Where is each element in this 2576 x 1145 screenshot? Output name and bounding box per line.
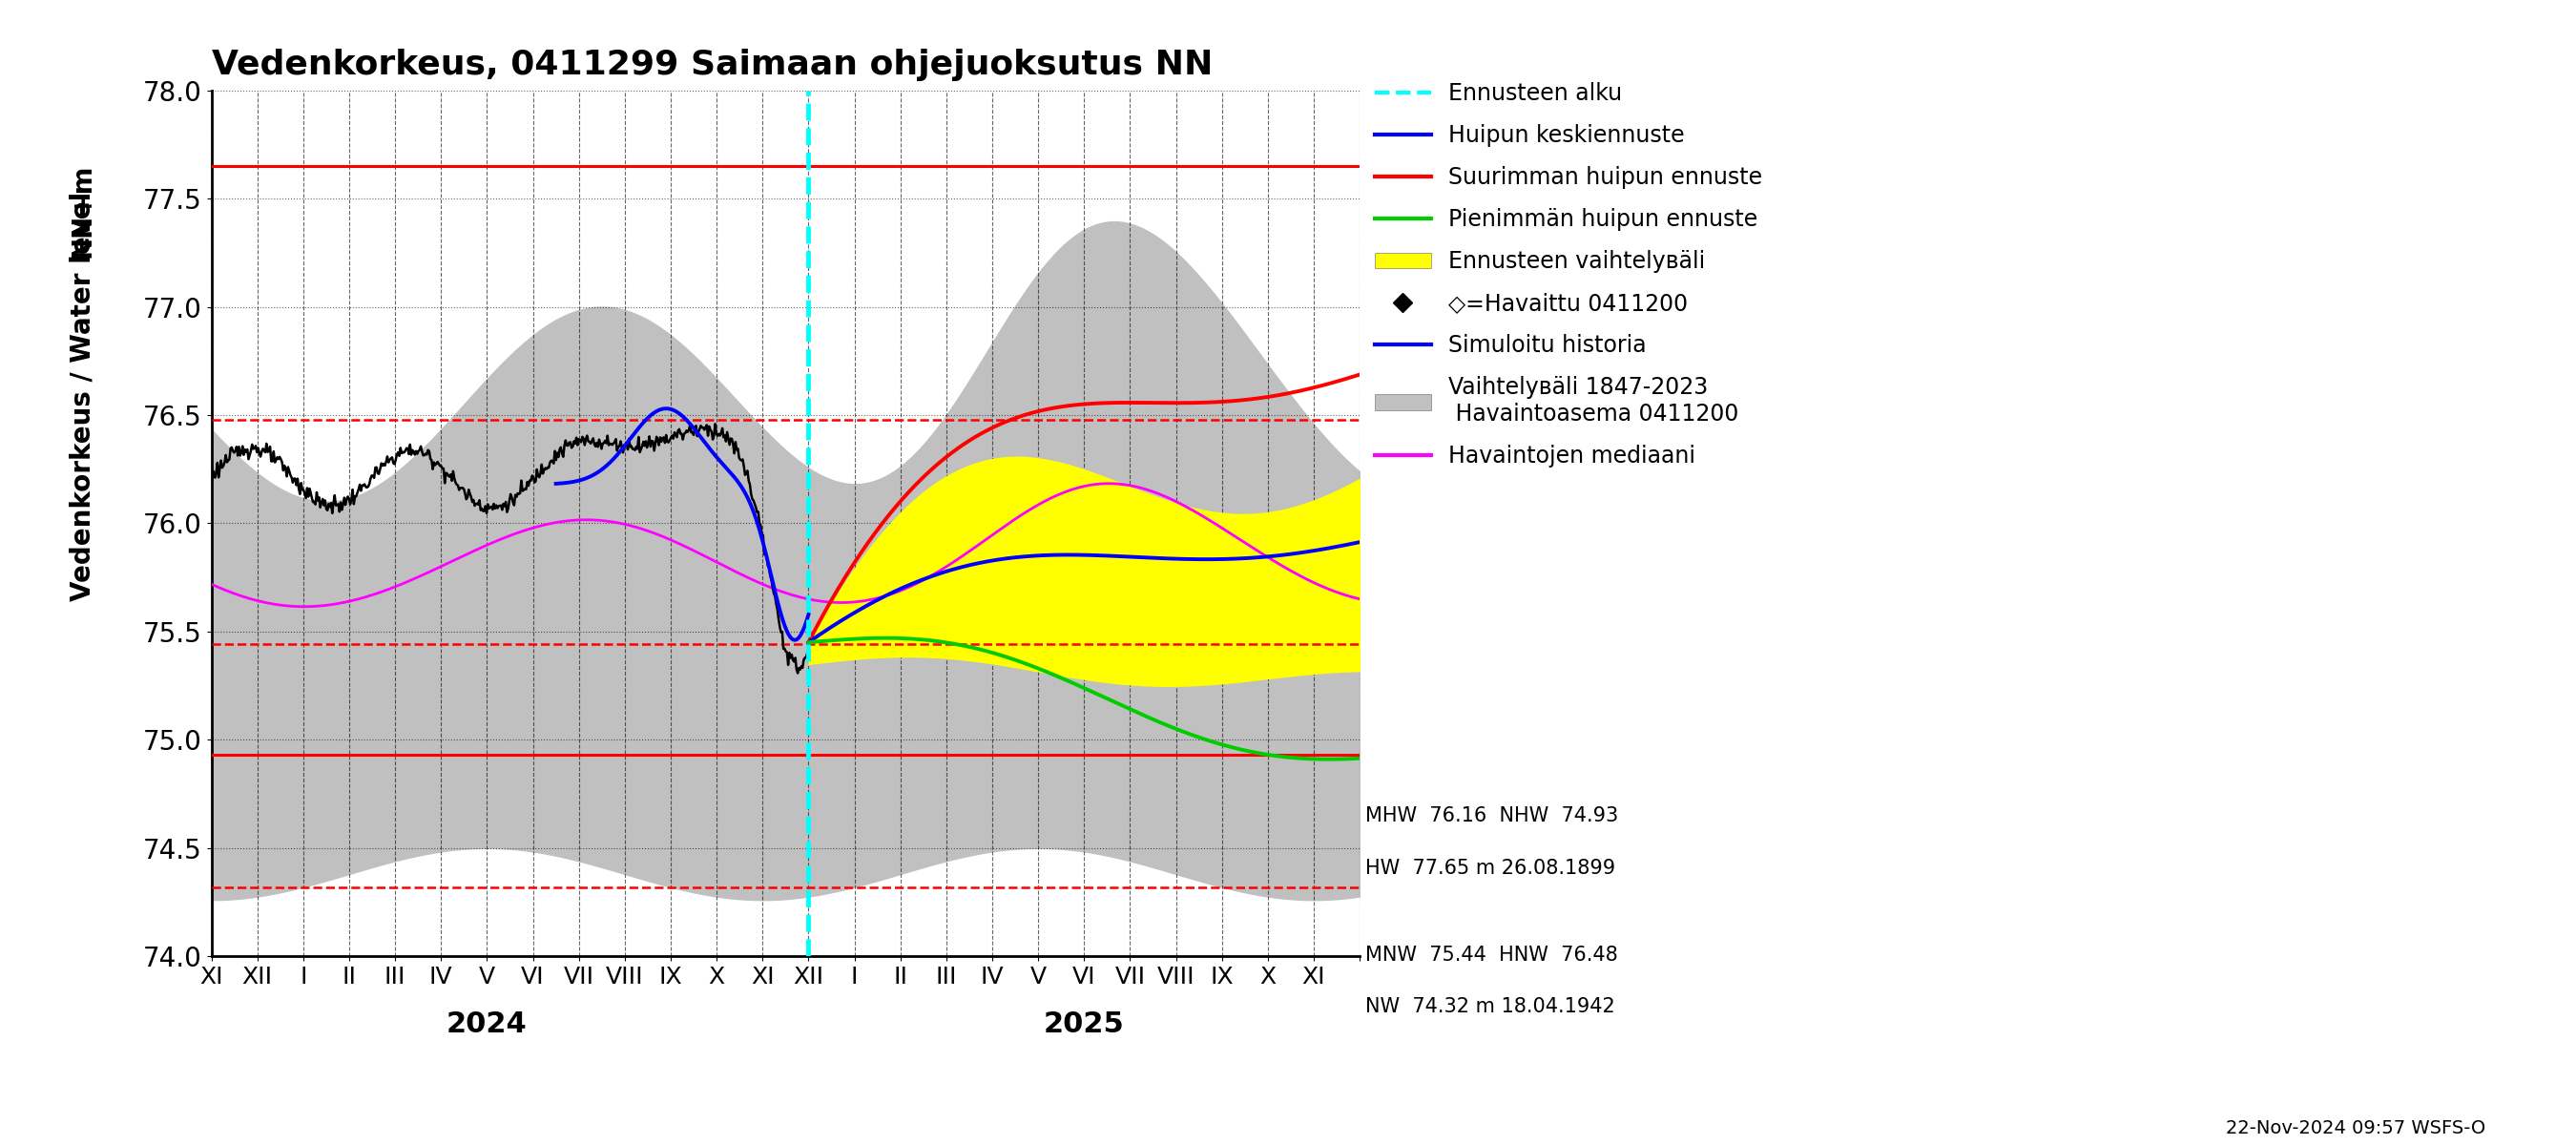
Text: HW  77.65 m 26.08.1899: HW 77.65 m 26.08.1899: [1365, 859, 1615, 878]
Text: 2024: 2024: [446, 1010, 528, 1037]
Text: Vedenkorkeus, 0411299 Saimaan ohjejuoksutus NN: Vedenkorkeus, 0411299 Saimaan ohjejuoksu…: [211, 48, 1213, 81]
Text: MHW  76.16  NHW  74.93: MHW 76.16 NHW 74.93: [1365, 807, 1618, 826]
Legend: Ennusteen alku, Huipun keskiennuste, Suurimman huipun ennuste, Pienimmän huipun : Ennusteen alku, Huipun keskiennuste, Suu…: [1365, 73, 1772, 476]
Text: MNW  75.44  HNW  76.48: MNW 75.44 HNW 76.48: [1365, 946, 1618, 964]
Text: Vedenkorkeus / Water level: Vedenkorkeus / Water level: [70, 191, 95, 601]
Text: 2025: 2025: [1043, 1010, 1126, 1037]
Text: NN+m: NN+m: [70, 164, 95, 258]
Text: NW  74.32 m 18.04.1942: NW 74.32 m 18.04.1942: [1365, 997, 1615, 1017]
Text: 22-Nov-2024 09:57 WSFS-O: 22-Nov-2024 09:57 WSFS-O: [2226, 1120, 2486, 1137]
